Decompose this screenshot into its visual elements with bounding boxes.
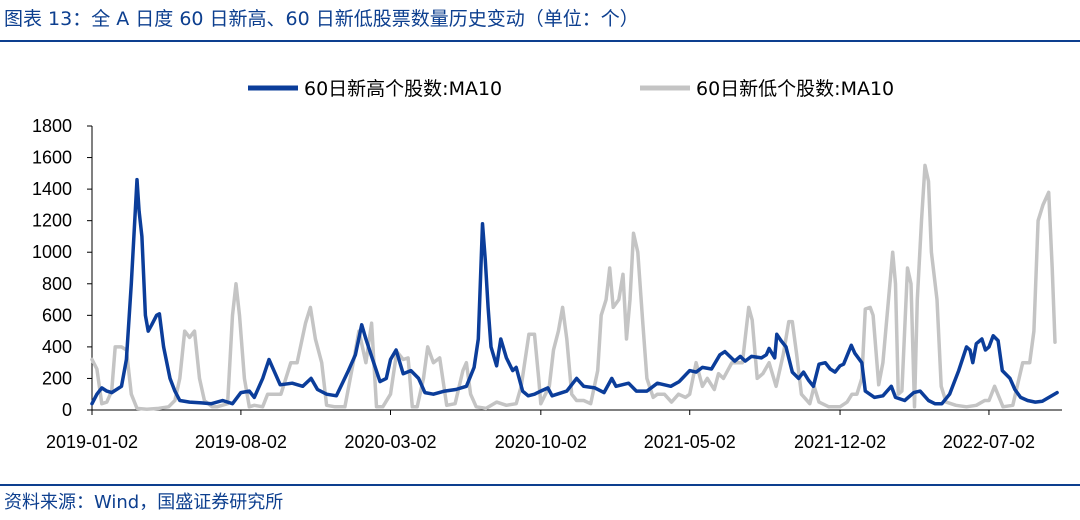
top-rule	[0, 40, 1080, 42]
x-tick-label: 2020-03-02	[344, 432, 436, 452]
series-line-60d-new-low	[90, 163, 1057, 411]
axes: 0 200 400 600 800 1000 1200 1400 1600 1800 2019-01…	[32, 116, 1062, 452]
x-tick-label: 2022-07-02	[943, 432, 1035, 452]
y-tick-label: 800	[42, 274, 72, 294]
x-tick-label: 2020-10-02	[495, 432, 587, 452]
y-tick-label: 1200	[32, 211, 72, 231]
legend-label-high: 60日新高个股数:MA10	[304, 78, 502, 100]
y-tick-label: 1600	[32, 148, 72, 168]
x-tick-label: 2019-08-02	[195, 432, 287, 452]
y-tick-label: 1000	[32, 242, 72, 262]
chart: 60日新高个股数:MA10 60日新低个股数:MA10 0 200 400 600 80…	[32, 78, 1062, 452]
legend-label-low: 60日新低个股数:MA10	[696, 78, 894, 100]
y-tick-label: 0	[62, 400, 72, 420]
y-tick-label: 1400	[32, 179, 72, 199]
y-tick-label: 1800	[32, 116, 72, 136]
y-tick-label: 200	[42, 368, 72, 388]
x-tick-label: 2021-05-02	[644, 432, 736, 452]
x-tick-label: 2021-12-02	[794, 432, 886, 452]
bottom-rule	[0, 484, 1080, 486]
y-tick-label: 600	[42, 305, 72, 325]
source-note: 资料来源：Wind，国盛证券研究所	[4, 492, 284, 513]
plot-area	[90, 163, 1059, 411]
figure-title: 图表 13：全 A 日度 60 日新高、60 日新低股票数量历史变动（单位：个）	[4, 8, 639, 30]
legend: 60日新高个股数:MA10 60日新低个股数:MA10	[248, 78, 894, 100]
y-tick-label: 400	[42, 337, 72, 357]
x-tick-label: 2019-01-02	[46, 432, 138, 452]
series-line-60d-new-high	[90, 177, 1059, 406]
